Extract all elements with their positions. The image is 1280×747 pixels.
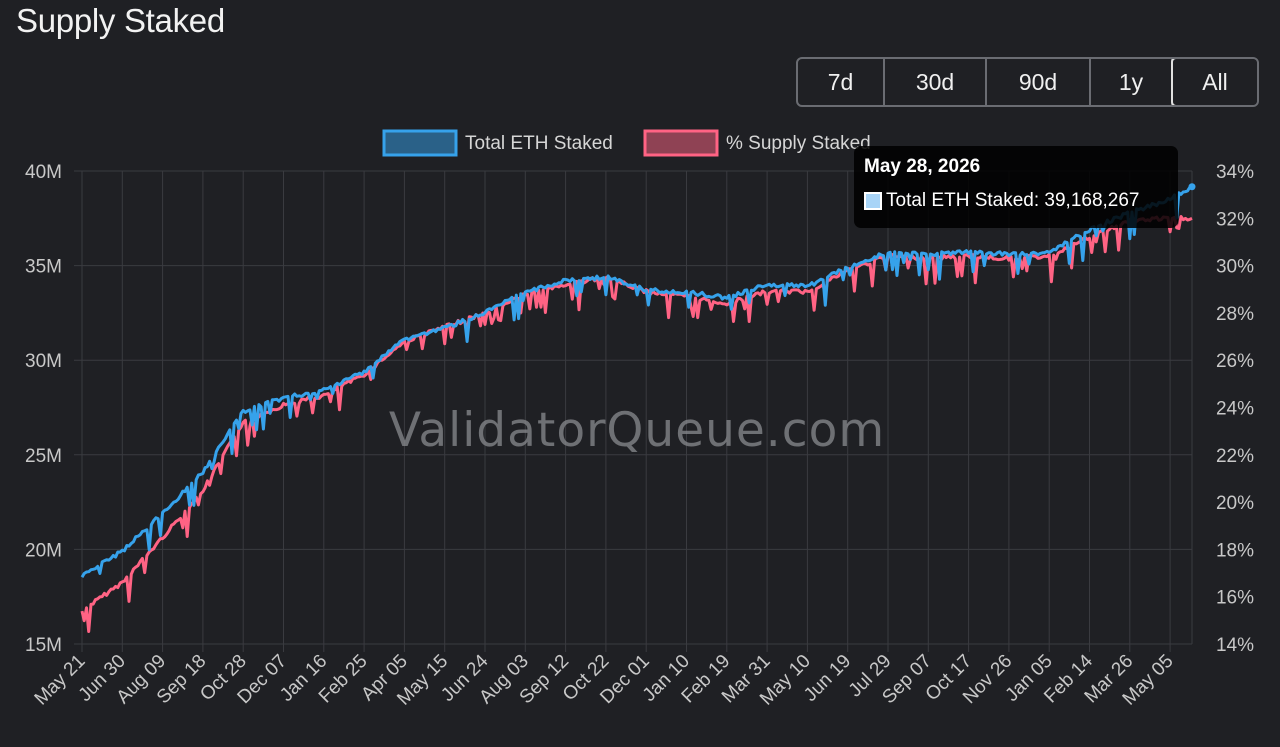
y-right-tick-label: 14%: [1216, 635, 1254, 656]
series-line-pct-supply-staked: [80, 215, 1193, 633]
left-axis-ticks: 15M 20M 25M 30M 35M 40M: [25, 162, 62, 656]
tooltip-date: May 28, 2026: [864, 156, 981, 177]
x-tick-label: May 21: [31, 651, 90, 710]
chart-legend[interactable]: Total ETH Staked % Supply Staked: [382, 129, 871, 157]
y-right-tick-label: 26%: [1216, 351, 1254, 372]
y-left-tick-label: 35M: [25, 257, 62, 278]
y-left-tick-label: 30M: [25, 351, 62, 372]
range-7d-button[interactable]: 7d: [798, 59, 885, 105]
y-right-tick-label: 24%: [1216, 399, 1254, 420]
y-left-tick-label: 15M: [25, 635, 62, 656]
y-left-tick-label: 40M: [25, 162, 62, 183]
hover-point-total: [1188, 183, 1196, 191]
y-right-tick-label: 30%: [1216, 257, 1254, 278]
tooltip-series-swatch: [864, 192, 882, 210]
tooltip-value: Total ETH Staked: 39,168,267: [886, 190, 1140, 211]
legend-swatch-pct[interactable]: [643, 129, 719, 157]
range-30d-button[interactable]: 30d: [885, 59, 987, 105]
chart-grid: [74, 170, 1193, 652]
time-range-selector: 7d 30d 90d 1y All: [796, 57, 1259, 107]
y-right-tick-label: 22%: [1216, 446, 1254, 467]
y-left-tick-label: 25M: [25, 446, 62, 467]
y-right-tick-label: 18%: [1216, 540, 1254, 561]
y-right-tick-label: 20%: [1216, 493, 1254, 514]
range-all-button[interactable]: All: [1171, 59, 1257, 105]
right-axis-ticks: 14% 16% 18% 20% 22% 24% 26% 28% 30% 32% 34%: [1216, 162, 1254, 656]
y-left-tick-label: 20M: [25, 540, 62, 561]
series-line-total-eth-staked: [80, 185, 1193, 578]
watermark: ValidatorQueue.com: [389, 403, 885, 458]
y-right-tick-label: 16%: [1216, 588, 1254, 609]
chart-series: [80, 183, 1196, 633]
chart-tooltip: May 28, 2026 Total ETH Staked: 39,168,26…: [854, 146, 1178, 228]
y-right-tick-label: 28%: [1216, 304, 1254, 325]
legend-swatch-total[interactable]: [382, 129, 458, 157]
page-title: Supply Staked: [16, 2, 225, 39]
y-right-tick-label: 32%: [1216, 209, 1254, 230]
range-90d-button[interactable]: 90d: [987, 59, 1091, 105]
legend-label-total[interactable]: Total ETH Staked: [465, 133, 613, 154]
y-right-tick-label: 34%: [1216, 162, 1254, 183]
legend-label-pct[interactable]: % Supply Staked: [726, 133, 871, 154]
